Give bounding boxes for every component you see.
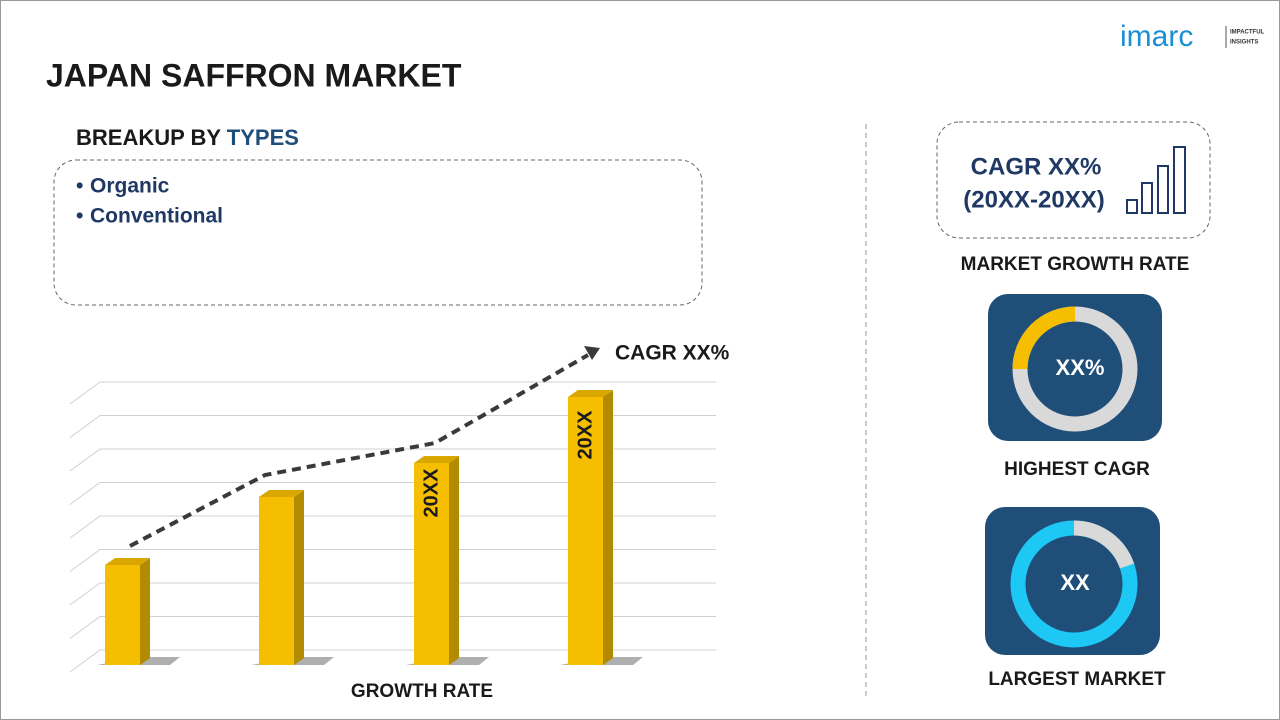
floor-line	[69, 549, 716, 572]
growth-icon	[1126, 146, 1186, 214]
logo-tagline: INSIGHTS	[1230, 40, 1258, 46]
bar-side	[294, 490, 304, 665]
donut-center: XX	[1060, 570, 1090, 595]
floor-line	[69, 649, 716, 673]
panel-caption: LARGEST MARKET	[988, 669, 1166, 690]
bar-label: 20XX	[420, 468, 442, 518]
bar-top	[414, 456, 459, 463]
cagr-text: CAGR XX%	[971, 153, 1102, 180]
bar-side	[140, 558, 150, 665]
breakup-box	[53, 159, 703, 306]
bar-front	[259, 497, 294, 665]
bar-top	[568, 390, 613, 397]
trend-label: CAGR XX%	[615, 342, 730, 365]
donut-arc	[1012, 306, 1076, 370]
panel-caption: HIGHEST CAGR	[1004, 459, 1150, 480]
bar-side	[449, 456, 459, 665]
bar-label: 20XX	[574, 410, 596, 460]
panel-caption: MARKET GROWTH RATE	[961, 254, 1190, 275]
bar-side	[603, 390, 613, 665]
bullet: •	[76, 205, 83, 228]
bar-front	[105, 565, 140, 665]
bar-front	[414, 463, 449, 665]
donut-center: XX%	[1056, 355, 1105, 380]
bar-front	[568, 397, 603, 665]
section-heading: BREAKUP BY TYPES	[76, 125, 299, 150]
cagr-text: (20XX-20XX)	[963, 186, 1104, 213]
floor-line	[69, 448, 716, 472]
page-title: JAPAN SAFFRON MARKET	[46, 57, 462, 93]
grid	[69, 381, 716, 673]
floor-line	[69, 582, 716, 606]
trend-arrow	[584, 346, 600, 360]
logo: imarc	[1120, 20, 1193, 53]
floor-line	[69, 515, 716, 539]
bars	[97, 390, 643, 665]
floor-line	[69, 616, 716, 639]
heading-part: TYPES	[227, 125, 299, 150]
donut-arc	[1073, 520, 1135, 569]
logo-tagline: IMPACTFUL	[1230, 30, 1265, 36]
type-item: Organic	[90, 175, 170, 198]
floor-line	[69, 381, 716, 405]
trend-line	[129, 353, 589, 548]
bar-top	[105, 558, 150, 565]
floor-line	[69, 482, 716, 505]
cagr-box	[936, 121, 1211, 239]
heading-part: BREAKUP BY	[76, 125, 221, 150]
type-item: Conventional	[90, 205, 223, 228]
bullet: •	[76, 175, 83, 198]
floor-line	[69, 415, 716, 438]
bar-top	[259, 490, 304, 497]
chart-caption: GROWTH RATE	[351, 681, 493, 702]
